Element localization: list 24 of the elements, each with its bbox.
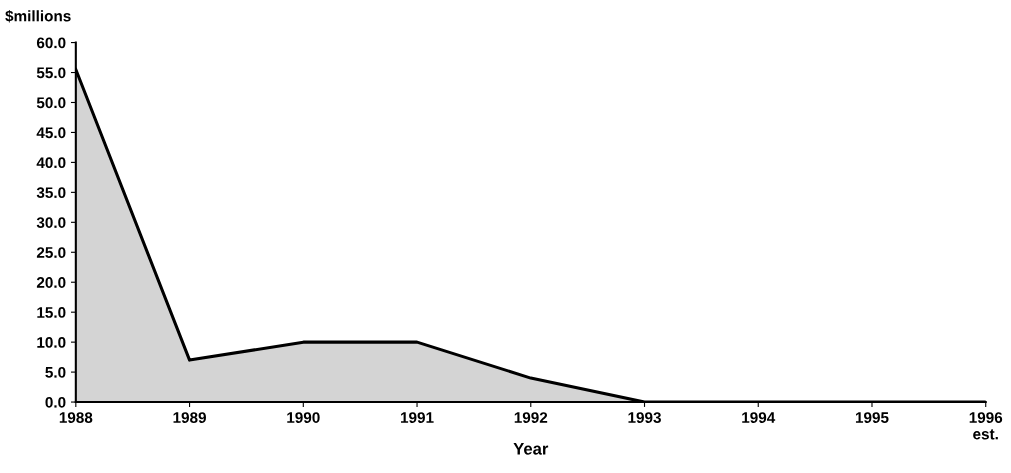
x-axis-title: Year [513,443,549,455]
x-tick-label: 1988 [59,412,93,423]
y-tick-label: 60.0 [36,37,66,49]
y-tick-label: 5.0 [45,366,66,378]
y-tick-label: 20.0 [36,277,66,288]
y-tick-label: 0.0 [45,396,66,408]
y-tick-label: 25.0 [36,247,66,258]
y-tick-label: 50.0 [36,97,66,109]
x-tick-label: 1990 [287,412,320,423]
y-tick-label: 45.0 [36,127,66,139]
y-tick-label: 30.0 [36,217,66,229]
x-tick-label: 1993 [628,412,661,424]
y-tick-label: 15.0 [37,307,66,318]
y-axis-title: $millions [5,9,71,23]
x-tick-label: 1991 [401,412,434,423]
x-tick-label: 1996 est. [969,412,1003,440]
x-tick-label: 1992 [514,412,548,423]
y-tick-label: 10.0 [37,337,66,348]
x-tick-label: 1994 [742,412,776,423]
y-tick-label: 35.0 [36,187,66,199]
x-tick-label: 1989 [173,412,206,423]
y-tick-label: 55.0 [36,67,66,79]
y-tick-label: 40.0 [36,157,66,169]
x-tick-label: 1995 [855,412,889,423]
